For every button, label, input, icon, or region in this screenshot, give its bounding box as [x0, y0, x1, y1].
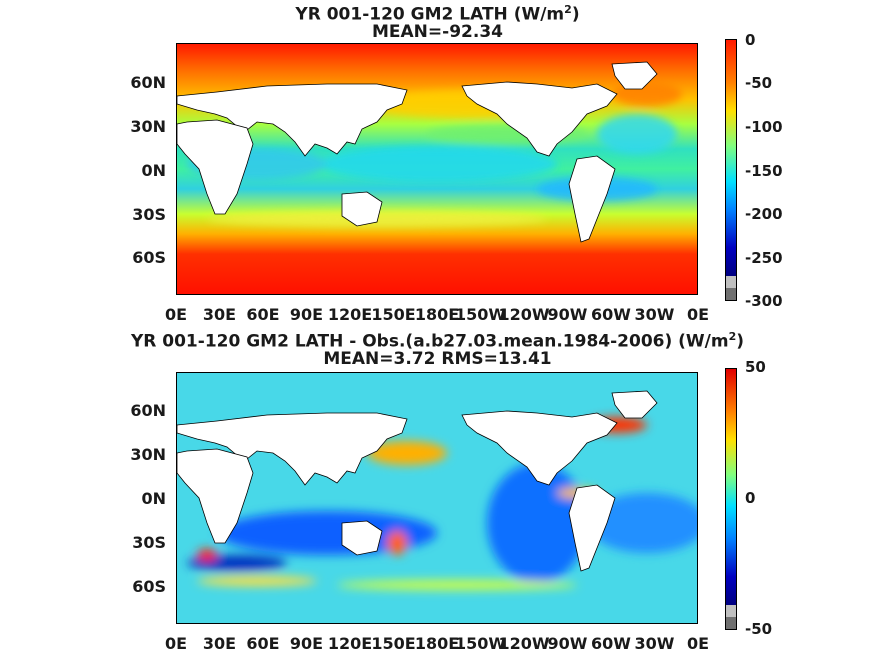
panel1-lon-label: 150E: [371, 305, 416, 324]
panel2-map-svg: [177, 373, 697, 623]
panel2-lat-label-0n: 0N: [141, 489, 166, 508]
panel2-lon-label: 120W: [498, 634, 550, 653]
panel2-colorbar-missing-dark: [726, 617, 736, 629]
panel2-lon-label: 120E: [327, 634, 373, 653]
panel1-lon-label: 120W: [498, 305, 550, 324]
panel1-lon-label: 180E: [414, 305, 460, 324]
panel1-map-svg: [177, 44, 697, 294]
panel1-colorbar-missing-dark: [726, 288, 736, 300]
panel2-lon-label: 150E: [371, 634, 416, 653]
panel1-lon-label: 60E: [246, 305, 280, 324]
panel2-field-patches: [187, 417, 697, 590]
panel1-lat-label-60s: 60S: [132, 248, 166, 267]
panel1-colorbar-tick: -100: [745, 118, 783, 136]
panel1-title-superscript: 2: [564, 3, 572, 16]
panel1-lat-label-60n: 60N: [130, 73, 166, 92]
panel1-subtitle: MEAN=-92.34: [372, 22, 503, 42]
panel2-lon-label: 30W: [634, 634, 675, 653]
panel1-lon-label: 30E: [202, 305, 237, 324]
panel2-subtitle: MEAN=3.72 RMS=13.41: [323, 349, 552, 369]
panel2-lon-label: 90W: [547, 634, 588, 653]
panel1-lon-label: 150W: [454, 305, 507, 324]
panel1-map: [176, 43, 698, 295]
panel2-lat-label-30s: 30S: [132, 533, 166, 552]
panel2-colorbar-tick: 0: [745, 489, 756, 507]
panel2-lon-label: 0E: [164, 634, 188, 653]
panel1-colorbar-tick: -50: [745, 74, 773, 92]
panel2-lon-label: 150W: [454, 634, 507, 653]
panel2-lon-label: 60E: [246, 634, 280, 653]
panel2-lon-label: 60W: [591, 634, 631, 653]
panel1-title-close: ): [571, 4, 580, 25]
panel2-colorbar-tick: 50: [745, 358, 766, 376]
panel1-colorbar-missing: [726, 276, 736, 288]
panel2-map: [176, 372, 698, 624]
panel1-colorbar: [725, 39, 737, 301]
panel1-colorbar-tick: -300: [745, 292, 783, 310]
panel2-colorbar-missing: [726, 605, 736, 617]
panel1-title: YR 001-120 GM2 LATH (W/m2): [0, 0, 875, 25]
panel2-title: YR 001-120 GM2 LATH - Obs.(a.b27.03.mean…: [0, 327, 875, 352]
panel1-lon-axis: 0E 30E 60E 90E 120E 150E 180E 150W 120W …: [165, 305, 709, 324]
panel2-lon-label: 180E: [414, 634, 460, 653]
panel2-title-text: YR 001-120 GM2 LATH - Obs.(a.b27.03.mean…: [130, 331, 729, 352]
panel1-lon-label: 120E: [327, 305, 373, 324]
panel2-lon-label: 90E: [289, 634, 324, 653]
panel2-lon-axis: 0E 30E 60E 90E 120E 150E 180E 150W 120W …: [165, 634, 709, 653]
panel1-lon-label: 0E: [686, 305, 710, 324]
panel2-title-close: ): [736, 331, 745, 352]
panel1-colorbar-gradient: [726, 40, 736, 276]
panel1-lon-label: 30W: [634, 305, 675, 324]
panel2-lat-label-60n: 60N: [130, 401, 166, 420]
panel1-lon-label: 60W: [591, 305, 631, 324]
panel1-colorbar-tick: -200: [745, 205, 783, 223]
panel2-lat-label-60s: 60S: [132, 577, 166, 596]
panel1-lon-label: 90E: [289, 305, 324, 324]
panel1-lon-label: 90W: [547, 305, 588, 324]
panel2-lon-label: 0E: [686, 634, 710, 653]
panel2-colorbar-tick: -50: [745, 620, 773, 638]
panel1-lat-label-0n: 0N: [141, 161, 166, 180]
panel1-lat-label-30s: 30S: [132, 205, 166, 224]
panel1-colorbar-tick: -250: [745, 249, 783, 267]
panel2-land: [177, 390, 658, 572]
panel1-land: [177, 61, 658, 243]
panel2-lon-label: 30E: [202, 634, 237, 653]
panel1-colorbar-tick: -150: [745, 162, 783, 180]
panel1-title-text: YR 001-120 GM2 LATH (W/m: [295, 4, 565, 25]
panel1-lon-label: 0E: [164, 305, 188, 324]
panel2-title-superscript: 2: [728, 330, 737, 343]
panel1-lat-label-30n: 30N: [130, 117, 166, 136]
panel2-lat-label-30n: 30N: [130, 445, 166, 464]
panel2-colorbar-gradient: [726, 369, 736, 605]
panel2-colorbar: [725, 368, 737, 630]
panel1-colorbar-tick: 0: [745, 31, 756, 49]
